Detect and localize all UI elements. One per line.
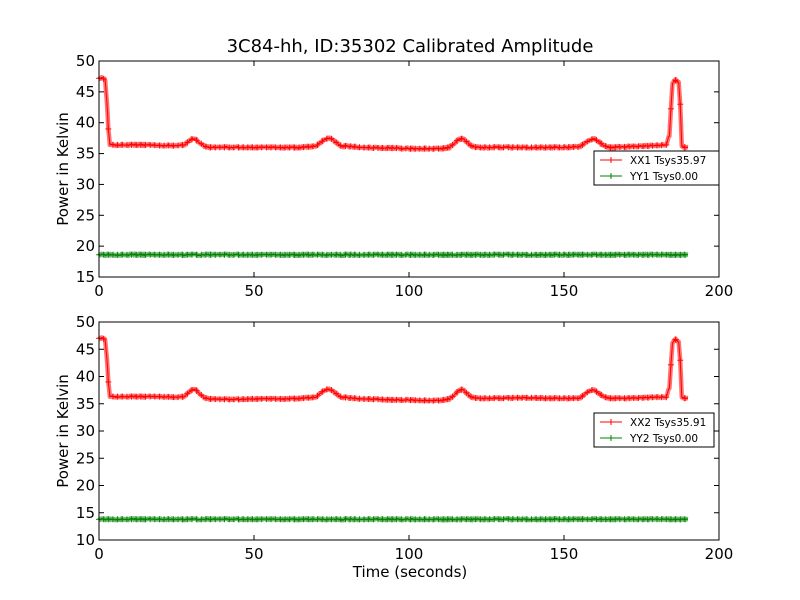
bottom-x-tick-label: 150	[550, 545, 579, 563]
top-series-1-markers	[96, 75, 688, 152]
bottom-x-axis-label: Time (seconds)	[352, 563, 468, 581]
bottom-x-tick-label: 0	[94, 545, 104, 563]
top-y-tick-label: 20	[76, 237, 95, 255]
top-x-tick-label: 150	[550, 282, 579, 300]
top-y-axis-label: Power in Kelvin	[54, 112, 72, 226]
top-x-tick-label: 0	[94, 282, 104, 300]
bottom-y-tick-label: 45	[76, 340, 95, 358]
bottom-y-tick-label: 10	[76, 531, 95, 549]
bottom-x-tick-label: 100	[395, 545, 424, 563]
bottom-y-axis-label: Power in Kelvin	[54, 374, 72, 488]
top-legend-marker-2	[608, 173, 614, 179]
bottom-series-2	[96, 516, 690, 523]
top-y-tick-label: 15	[76, 268, 95, 286]
top-x-tick-label: 200	[705, 282, 734, 300]
bottom-legend-label-1: XX2 Tsys35.91	[630, 417, 706, 429]
top-plot-panel: 0 50 100 150 200 15 20 25 30 35 40 45 50 Power in Kel…	[54, 52, 733, 300]
top-legend-marker-1	[608, 157, 614, 163]
top-x-tick-label: 50	[244, 282, 263, 300]
top-series-2	[96, 251, 690, 259]
bottom-x-tick-label: 50	[244, 545, 263, 563]
top-x-tick-label: 100	[395, 282, 424, 300]
bottom-x-tick-label: 200	[705, 545, 734, 563]
top-y-tick-label: 40	[76, 114, 95, 132]
top-series-1-line	[98, 76, 689, 151]
top-legend-box	[593, 150, 720, 186]
bottom-y-tick-label: 25	[76, 449, 95, 467]
top-series-1-band	[97, 75, 690, 152]
top-y-tick-label: 35	[76, 145, 95, 163]
bottom-y-tick-label: 15	[76, 504, 95, 522]
top-legend: XX1 Tsys35.97 YY1 Tsys0.00	[593, 150, 720, 186]
top-legend-label-2: YY1 Tsys0.00	[629, 171, 698, 183]
bottom-y-tick-label: 35	[76, 395, 95, 413]
bottom-y-tick-label: 40	[76, 368, 95, 386]
chart-title: 3C84-hh, ID:35302 Calibrated Amplitude	[227, 36, 594, 57]
bottom-plot-panel: 0 50 100 150 200 10 15 20 25 30 35 40 45 50 Power in K…	[54, 313, 733, 563]
bottom-y-tick-label: 20	[76, 477, 95, 495]
bottom-y-tick-label: 30	[76, 422, 95, 440]
bottom-legend-label-2: YY2 Tsys0.00	[629, 433, 698, 445]
top-y-tick-label: 30	[76, 175, 95, 193]
bottom-legend-marker-1	[608, 419, 614, 425]
top-y-tick-label: 25	[76, 206, 95, 224]
bottom-legend: XX2 Tsys35.91 YY2 Tsys0.00	[593, 412, 715, 448]
bottom-series-1	[96, 335, 690, 404]
top-series-1	[96, 75, 690, 152]
top-y-tick-label: 45	[76, 83, 95, 101]
top-legend-label-1: XX1 Tsys35.97	[630, 155, 706, 167]
bottom-legend-box	[593, 412, 715, 448]
bottom-y-tick-label: 50	[76, 313, 95, 331]
top-y-tick-label: 50	[76, 52, 95, 70]
bottom-legend-marker-2	[608, 435, 614, 441]
